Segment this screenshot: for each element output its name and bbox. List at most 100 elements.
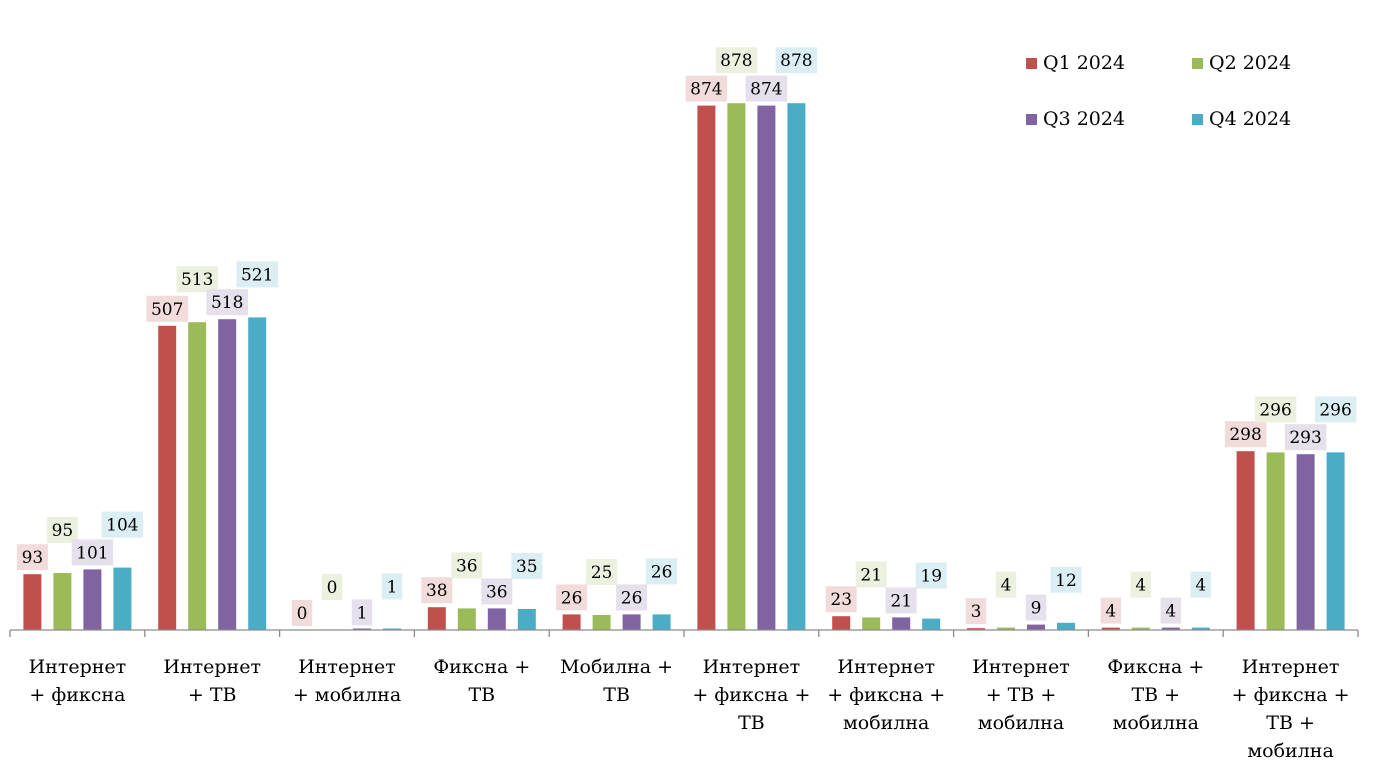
data-label-background bbox=[1190, 571, 1212, 598]
x-tick-label: Интернет + мобилна bbox=[293, 656, 401, 706]
bar bbox=[158, 325, 177, 630]
x-tick-label-line: + фиксна + bbox=[1232, 684, 1350, 706]
legend-label-q4: Q4 2024 bbox=[1209, 108, 1292, 130]
data-label: 21 bbox=[860, 565, 882, 585]
data-label-background bbox=[685, 75, 728, 102]
x-tick-label-line: + фиксна + bbox=[827, 684, 945, 706]
x-tick-label-line: Интернет bbox=[837, 656, 935, 678]
data-label-background bbox=[46, 517, 78, 543]
data-label-background bbox=[206, 289, 248, 316]
data-label: 1 bbox=[357, 603, 368, 623]
data-label-background bbox=[146, 295, 188, 322]
bar bbox=[652, 614, 671, 630]
data-label-background bbox=[1100, 597, 1122, 624]
data-label-background bbox=[1314, 396, 1357, 423]
bar bbox=[23, 574, 42, 630]
data-label: 507 bbox=[151, 300, 183, 320]
data-label: 4 bbox=[1105, 602, 1116, 622]
data-label: 3 bbox=[971, 602, 982, 622]
bar bbox=[1326, 452, 1345, 630]
legend-item-q4: Q4 2024 bbox=[1192, 108, 1291, 130]
data-label-background bbox=[965, 598, 987, 625]
x-tick-label-line: + фиксна + bbox=[692, 684, 810, 706]
x-tick-label: Интернет + фиксна + ТВ + мобилна bbox=[1232, 656, 1350, 762]
x-tick-label-line: Мобилна + bbox=[560, 656, 673, 678]
x-tick-label: Интернет + фиксна bbox=[29, 656, 127, 706]
bar bbox=[517, 609, 536, 630]
bar bbox=[487, 608, 506, 630]
bar bbox=[113, 567, 132, 630]
data-label: 4 bbox=[1165, 602, 1176, 622]
legend-label-q2: Q2 2024 bbox=[1209, 52, 1292, 74]
x-tick-label-line: мобилна bbox=[1247, 740, 1333, 762]
data-label-background bbox=[855, 561, 887, 588]
data-label: 12 bbox=[1055, 571, 1077, 591]
data-label-background bbox=[101, 511, 144, 538]
x-tick-label-line: + фиксна bbox=[29, 684, 125, 706]
bar bbox=[1101, 627, 1120, 630]
data-label-background bbox=[176, 266, 218, 293]
data-label: 101 bbox=[76, 543, 108, 563]
bar bbox=[383, 628, 401, 630]
x-tick-label: Фиксна + ТВ + мобилна bbox=[1107, 656, 1204, 734]
data-label: 296 bbox=[1259, 400, 1291, 420]
data-label: 26 bbox=[651, 562, 673, 582]
data-label-background bbox=[995, 571, 1017, 598]
data-label: 93 bbox=[22, 548, 44, 568]
bar bbox=[457, 608, 476, 630]
data-label: 874 bbox=[750, 80, 782, 100]
x-tick-label-line: Интернет bbox=[298, 656, 396, 678]
data-label: 513 bbox=[181, 270, 213, 290]
data-label: 874 bbox=[690, 80, 722, 100]
data-label-background bbox=[646, 558, 678, 585]
bar bbox=[697, 105, 716, 631]
bar bbox=[1161, 627, 1180, 630]
data-label: 104 bbox=[106, 516, 138, 536]
x-tick-label-line: ТВ bbox=[468, 684, 495, 706]
data-label-background bbox=[1050, 566, 1082, 593]
bar bbox=[1191, 627, 1210, 630]
x-tick-label-line: Фиксна + bbox=[1107, 656, 1204, 678]
bar bbox=[892, 617, 911, 630]
data-label: 95 bbox=[52, 521, 74, 541]
data-label: 521 bbox=[241, 265, 273, 285]
data-label-background bbox=[1025, 594, 1047, 621]
data-label: 4 bbox=[1195, 576, 1206, 596]
bar bbox=[727, 103, 746, 630]
data-label-background bbox=[381, 573, 403, 600]
data-label-background bbox=[481, 578, 513, 605]
bar bbox=[832, 616, 851, 630]
data-label-background bbox=[715, 47, 758, 74]
data-label-background bbox=[1254, 396, 1297, 423]
data-label: 25 bbox=[591, 563, 613, 583]
data-label: 36 bbox=[456, 556, 478, 576]
bar bbox=[967, 628, 985, 630]
bar bbox=[248, 317, 267, 630]
legend-swatch-q2 bbox=[1192, 57, 1203, 69]
x-tick-label-line: Интернет bbox=[1242, 656, 1340, 678]
data-label-background bbox=[586, 559, 618, 585]
data-label: 26 bbox=[561, 588, 583, 608]
legend-item-q2: Q2 2024 bbox=[1192, 52, 1291, 74]
data-label: 4 bbox=[1001, 576, 1012, 596]
data-label-background bbox=[291, 600, 313, 626]
data-label-background bbox=[616, 584, 648, 611]
data-label-background bbox=[421, 577, 453, 604]
data-label: 35 bbox=[516, 557, 538, 577]
bar bbox=[1266, 452, 1285, 630]
x-tick-label-line: мобилна bbox=[1113, 712, 1199, 734]
data-label: 38 bbox=[426, 581, 448, 601]
bar bbox=[1057, 622, 1075, 630]
data-label-background bbox=[71, 539, 114, 566]
x-tick-label-line: ТВ + bbox=[1131, 684, 1180, 706]
data-label: 21 bbox=[890, 591, 912, 611]
x-tick-label: Интернет + фиксна + ТВ bbox=[692, 656, 810, 734]
bar bbox=[1027, 624, 1045, 630]
bar bbox=[622, 614, 641, 630]
data-label: 9 bbox=[1031, 599, 1042, 619]
data-label-background bbox=[745, 75, 788, 102]
x-tick-label-line: + ТВ + bbox=[986, 684, 1057, 706]
x-tick-label-line: мобилна bbox=[978, 712, 1064, 734]
bar bbox=[862, 617, 881, 630]
